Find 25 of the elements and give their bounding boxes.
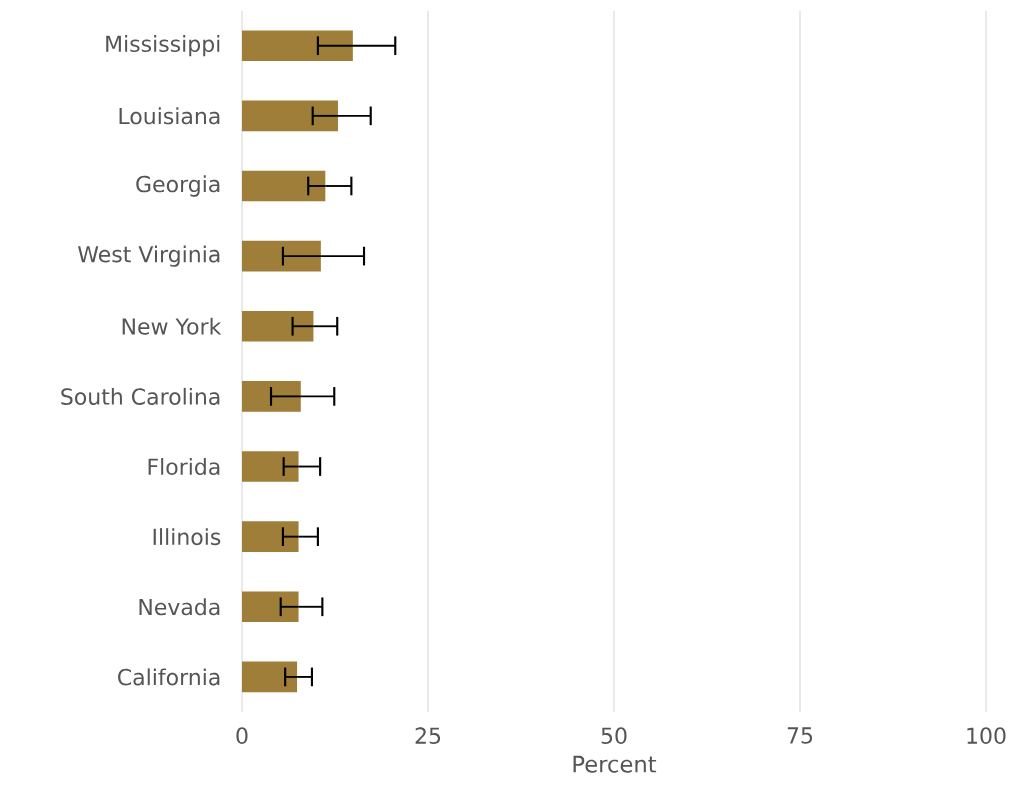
bar [242, 310, 314, 342]
bar [242, 170, 326, 202]
y-tick-label: West Virginia [77, 245, 220, 267]
y-tick-label: Louisiana [119, 107, 220, 125]
x-tick-label: 100 [967, 727, 1006, 745]
y-tick-label: Illinois [153, 528, 221, 546]
x-tick-label: 0 [236, 727, 248, 745]
y-tick-label: New York [122, 317, 222, 335]
y-tick-label: Mississippi [106, 35, 220, 57]
y-tick-label: Georgia [136, 175, 220, 197]
bar [242, 100, 338, 132]
bar [242, 661, 298, 693]
bar [242, 240, 321, 272]
bar [242, 591, 299, 623]
x-tick-label: 25 [415, 727, 441, 745]
y-tick-label: Florida [148, 458, 220, 476]
y-tick-label: South Carolina [61, 387, 220, 405]
x-tick-label: 75 [787, 727, 813, 744]
x-tick-label: 50 [601, 727, 627, 745]
bar [242, 451, 299, 482]
bar [242, 30, 353, 62]
bar [242, 521, 299, 552]
x-axis-title: Percent [573, 755, 657, 773]
y-tick-label: Nevada [139, 598, 220, 616]
y-tick-label: California [118, 668, 220, 686]
